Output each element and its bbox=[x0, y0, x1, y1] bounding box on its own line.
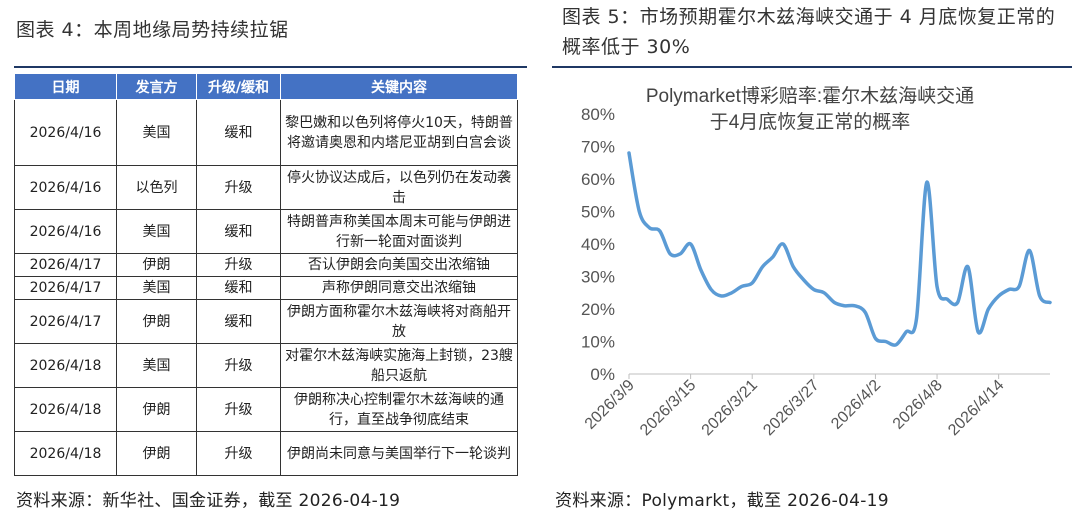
table-row: 2026/4/17 伊朗 缓和 伊朗方面称霍尔木兹海峡将对商船开放 bbox=[14, 299, 518, 344]
probability-chart-svg: Polymarket博彩赔率:霍尔木兹海峡交通 于4月底恢复正常的概率 0% 10… bbox=[581, 85, 1052, 439]
x-tick-label: 2026/3/9 bbox=[582, 377, 638, 433]
table-row: 2026/4/18 伊朗 升级 伊朗称决心控制霍尔木兹海峡的通行，直至战争彻底结… bbox=[14, 387, 518, 432]
cell-content: 特朗普声称美国本周末可能与伊朗进行新一轮面对面谈判 bbox=[280, 209, 518, 254]
probability-chart: Polymarket博彩赔率:霍尔木兹海峡交通 于4月底恢复正常的概率 0% 10… bbox=[552, 70, 1072, 482]
cell-date: 2026/4/16 bbox=[14, 209, 117, 254]
cell-direction: 升级 bbox=[196, 343, 281, 388]
header-content: 关键内容 bbox=[280, 73, 518, 100]
cell-content: 否认伊朗会向美国交出浓缩铀 bbox=[280, 253, 518, 277]
x-tick-label: 2026/4/2 bbox=[828, 377, 884, 433]
cell-date: 2026/4/18 bbox=[14, 387, 117, 432]
y-tick-label: 60% bbox=[581, 170, 615, 189]
events-table: 日期 发言方 升级/缓和 关键内容 2026/4/16 美国 缓和 黎巴嫩和以色… bbox=[14, 73, 518, 476]
table-row: 2026/4/16 美国 缓和 黎巴嫩和以色列将停火10天，特朗普将邀请奥恩和内… bbox=[14, 99, 518, 166]
cell-content: 伊朗方面称霍尔木兹海峡将对商船开放 bbox=[280, 299, 518, 344]
table-row: 2026/4/17 伊朗 升级 否认伊朗会向美国交出浓缩铀 bbox=[14, 253, 518, 277]
y-tick-label: 0% bbox=[590, 365, 615, 384]
cell-date: 2026/4/16 bbox=[14, 99, 117, 166]
y-tick-label: 80% bbox=[581, 105, 615, 124]
x-tick-label: 2026/3/21 bbox=[699, 377, 761, 439]
right-title-divider bbox=[552, 66, 1072, 68]
cell-speaker: 美国 bbox=[116, 343, 197, 388]
table-row: 2026/4/18 美国 升级 对霍尔木兹海峡实施海上封锁，23艘船只返航 bbox=[14, 343, 518, 388]
cell-speaker: 伊朗 bbox=[116, 299, 197, 344]
x-tick-label: 2026/3/15 bbox=[637, 377, 699, 439]
header-date: 日期 bbox=[14, 73, 117, 100]
events-table-container: 日期 发言方 升级/缓和 关键内容 2026/4/16 美国 缓和 黎巴嫩和以色… bbox=[14, 73, 518, 476]
y-tick-label: 30% bbox=[581, 268, 615, 287]
cell-speaker: 伊朗 bbox=[116, 387, 197, 432]
header-direction: 升级/缓和 bbox=[196, 73, 281, 100]
right-panel-source: 资料来源：Polymarkt，截至 2026-04-19 bbox=[555, 491, 889, 511]
cell-content: 对霍尔木兹海峡实施海上封锁，23艘船只返航 bbox=[280, 343, 518, 388]
cell-direction: 升级 bbox=[196, 387, 281, 432]
cell-direction: 缓和 bbox=[196, 276, 281, 300]
cell-content: 停火协议达成后，以色列仍在发动袭击 bbox=[280, 165, 518, 210]
cell-speaker: 美国 bbox=[116, 209, 197, 254]
chart-title-line-1: Polymarket博彩赔率:霍尔木兹海峡交通 bbox=[646, 85, 974, 107]
cell-date: 2026/4/18 bbox=[14, 343, 117, 388]
cell-content: 黎巴嫩和以色列将停火10天，特朗普将邀请奥恩和内塔尼亚胡到白宫会谈 bbox=[280, 99, 518, 166]
cell-speaker: 以色列 bbox=[116, 165, 197, 210]
table-row: 2026/4/16 美国 缓和 特朗普声称美国本周末可能与伊朗进行新一轮面对面谈… bbox=[14, 209, 518, 254]
cell-speaker: 伊朗 bbox=[116, 253, 197, 277]
series-layer bbox=[627, 151, 1052, 347]
cell-speaker: 伊朗 bbox=[116, 431, 197, 476]
y-tick-label: 50% bbox=[581, 203, 615, 222]
cell-date: 2026/4/17 bbox=[14, 276, 117, 300]
cell-direction: 升级 bbox=[196, 431, 281, 476]
cell-date: 2026/4/17 bbox=[14, 253, 117, 277]
table-row: 2026/4/16 以色列 升级 停火协议达成后，以色列仍在发动袭击 bbox=[14, 165, 518, 210]
y-tick-label: 40% bbox=[581, 235, 615, 254]
x-tick-label: 2026/4/14 bbox=[945, 377, 1007, 439]
header-speaker: 发言方 bbox=[116, 73, 197, 100]
y-tick-label: 70% bbox=[581, 138, 615, 157]
left-title-divider bbox=[14, 66, 527, 68]
cell-content: 伊朗称决心控制霍尔木兹海峡的通行，直至战争彻底结束 bbox=[280, 387, 518, 432]
right-panel-title: 图表 5：市场预期霍尔木兹海峡交通于 4 月底恢复正常的概率低于 30% bbox=[562, 6, 1056, 58]
x-axis: 2026/3/9 2026/3/15 2026/3/21 2026/3/27 2026/… bbox=[582, 373, 1050, 439]
table-row: 2026/4/18 伊朗 升级 伊朗尚未同意与美国举行下一轮谈判 bbox=[14, 431, 518, 476]
cell-speaker: 美国 bbox=[116, 99, 197, 166]
cell-date: 2026/4/18 bbox=[14, 431, 117, 476]
x-tick-label: 2026/3/27 bbox=[760, 377, 822, 439]
y-tick-label: 10% bbox=[581, 333, 615, 352]
chart-title-line-2: 于4月底恢复正常的概率 bbox=[710, 111, 911, 133]
left-panel-title: 图表 4：本周地缘局势持续拉锯 bbox=[16, 19, 289, 41]
cell-direction: 升级 bbox=[196, 165, 281, 210]
left-panel-source: 资料来源：新华社、国金证券，截至 2026-04-19 bbox=[16, 491, 401, 511]
cell-content: 声称伊朗同意交出浓缩铀 bbox=[280, 276, 518, 300]
cell-date: 2026/4/16 bbox=[14, 165, 117, 210]
cell-date: 2026/4/17 bbox=[14, 299, 117, 344]
y-axis: 0% 10% 20% 30% 40% 50% 60% 70% 80% bbox=[581, 105, 615, 384]
cell-direction: 缓和 bbox=[196, 209, 281, 254]
cell-content: 伊朗尚未同意与美国举行下一轮谈判 bbox=[280, 431, 518, 476]
cell-speaker: 美国 bbox=[116, 276, 197, 300]
x-tick-label: 2026/4/8 bbox=[890, 377, 946, 433]
y-tick-label: 20% bbox=[581, 300, 615, 319]
cell-direction: 升级 bbox=[196, 253, 281, 277]
cell-direction: 缓和 bbox=[196, 299, 281, 344]
series-line bbox=[627, 151, 1052, 347]
cell-direction: 缓和 bbox=[196, 99, 281, 166]
table-row: 2026/4/17 美国 缓和 声称伊朗同意交出浓缩铀 bbox=[14, 276, 518, 300]
table-header-row: 日期 发言方 升级/缓和 关键内容 bbox=[14, 73, 518, 100]
